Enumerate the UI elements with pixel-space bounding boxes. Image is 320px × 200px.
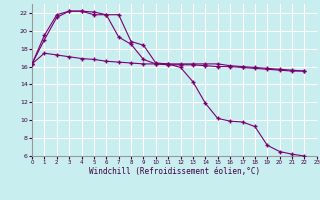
X-axis label: Windchill (Refroidissement éolien,°C): Windchill (Refroidissement éolien,°C): [89, 167, 260, 176]
